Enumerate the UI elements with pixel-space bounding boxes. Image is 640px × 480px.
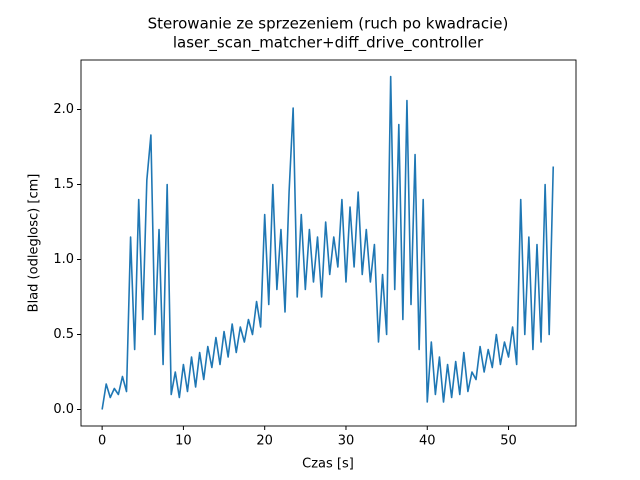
x-tick-label: 20 <box>256 434 273 449</box>
x-tick-label: 50 <box>500 434 517 449</box>
y-tick-label: 1.0 <box>53 252 74 267</box>
chart-title: Sterowanie ze sprzezeniem (ruch po kwadr… <box>148 15 509 33</box>
chart-subtitle: laser_scan_matcher+diff_drive_controller <box>173 34 484 53</box>
y-tick-label: 2.0 <box>53 102 74 117</box>
plot-frame <box>80 59 577 427</box>
x-tick-label: 40 <box>419 434 436 449</box>
y-axis-label: Blad (odleglosc) [cm] <box>27 174 42 313</box>
x-tick-label: 10 <box>175 434 192 449</box>
y-tick-label: 0.5 <box>53 327 74 342</box>
x-tick-label: 0 <box>98 434 106 449</box>
x-axis-label: Czas [s] <box>302 457 354 472</box>
x-tick-label: 30 <box>338 434 355 449</box>
y-tick-label: 1.5 <box>53 177 74 192</box>
y-tick-label: 0.0 <box>53 402 74 417</box>
line-series <box>101 75 555 410</box>
